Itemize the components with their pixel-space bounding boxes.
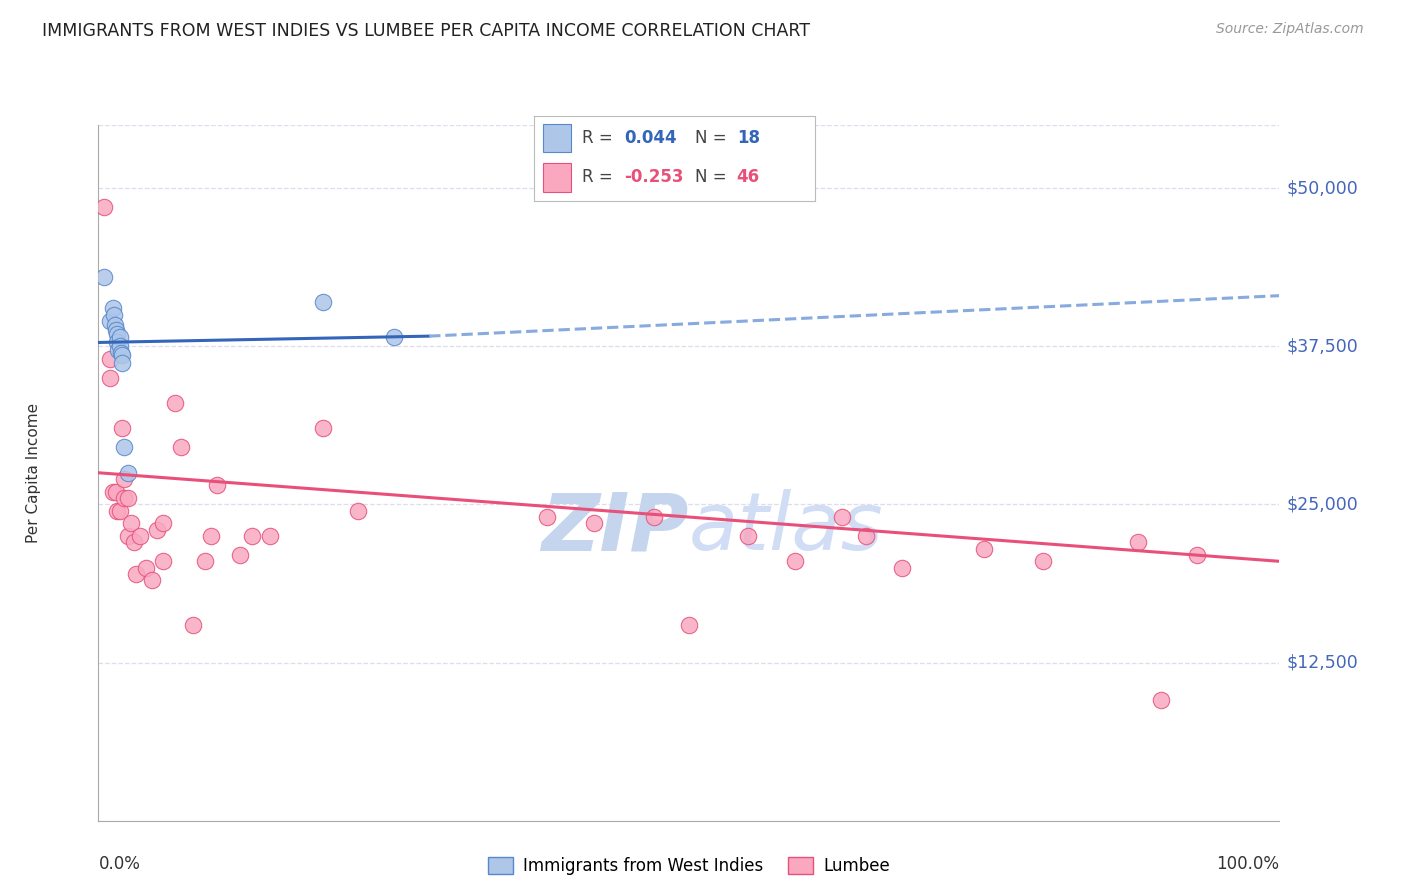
Text: R =: R = bbox=[582, 168, 613, 186]
Point bbox=[103, 308, 125, 322]
Point bbox=[128, 529, 150, 543]
Bar bbox=[543, 124, 571, 153]
Point bbox=[117, 491, 139, 505]
Point bbox=[1150, 693, 1173, 707]
Point bbox=[146, 523, 169, 537]
Point bbox=[105, 504, 128, 518]
Point bbox=[643, 510, 665, 524]
Point bbox=[117, 529, 139, 543]
Point bbox=[135, 560, 157, 574]
Text: N =: N = bbox=[695, 129, 725, 147]
Point bbox=[165, 396, 187, 410]
Point bbox=[125, 566, 148, 581]
Point bbox=[1126, 535, 1149, 549]
Point bbox=[1185, 548, 1208, 562]
Text: 0.044: 0.044 bbox=[624, 129, 676, 147]
Point bbox=[229, 548, 252, 562]
Text: -0.253: -0.253 bbox=[624, 168, 683, 186]
Point bbox=[152, 554, 174, 568]
Point bbox=[112, 472, 135, 486]
Point bbox=[1032, 554, 1054, 568]
Point bbox=[105, 484, 128, 499]
Text: Per Capita Income: Per Capita Income bbox=[25, 402, 41, 543]
Point bbox=[785, 554, 807, 568]
Text: $12,500: $12,500 bbox=[1286, 654, 1358, 672]
Text: IMMIGRANTS FROM WEST INDIES VS LUMBEE PER CAPITA INCOME CORRELATION CHART: IMMIGRANTS FROM WEST INDIES VS LUMBEE PE… bbox=[42, 22, 810, 40]
Point bbox=[205, 478, 228, 492]
Text: ZIP: ZIP bbox=[541, 490, 689, 567]
Text: 0.0%: 0.0% bbox=[98, 855, 141, 873]
Point bbox=[152, 516, 174, 531]
Text: Source: ZipAtlas.com: Source: ZipAtlas.com bbox=[1216, 22, 1364, 37]
Point bbox=[737, 529, 759, 543]
Point bbox=[141, 574, 163, 588]
Point bbox=[831, 510, 853, 524]
Point bbox=[583, 516, 606, 531]
Text: 46: 46 bbox=[737, 168, 759, 186]
Point bbox=[170, 441, 193, 455]
Point bbox=[111, 421, 134, 435]
Point bbox=[122, 535, 145, 549]
Text: $37,500: $37,500 bbox=[1286, 337, 1358, 355]
Point bbox=[181, 617, 204, 632]
Point bbox=[678, 617, 700, 632]
Text: $50,000: $50,000 bbox=[1286, 179, 1358, 197]
Point bbox=[110, 345, 132, 359]
Point bbox=[347, 504, 370, 518]
Legend: Immigrants from West Indies, Lumbee: Immigrants from West Indies, Lumbee bbox=[481, 850, 897, 882]
Bar bbox=[543, 163, 571, 192]
Text: R =: R = bbox=[582, 129, 613, 147]
Text: $25,000: $25,000 bbox=[1286, 495, 1358, 514]
Point bbox=[108, 330, 131, 344]
Point bbox=[312, 295, 335, 310]
Point bbox=[105, 323, 128, 337]
Point bbox=[98, 314, 121, 328]
Point bbox=[112, 491, 135, 505]
Point bbox=[98, 351, 121, 366]
Point bbox=[382, 330, 405, 344]
Point bbox=[101, 484, 124, 499]
Text: 100.0%: 100.0% bbox=[1216, 855, 1279, 873]
Point bbox=[108, 339, 131, 353]
Point bbox=[107, 343, 129, 357]
Point bbox=[536, 510, 558, 524]
Point bbox=[93, 269, 115, 284]
Point bbox=[890, 560, 912, 574]
Point bbox=[973, 541, 995, 556]
Point bbox=[194, 554, 217, 568]
Point bbox=[93, 200, 115, 214]
Point bbox=[108, 504, 131, 518]
Point bbox=[112, 441, 135, 455]
Point bbox=[105, 326, 128, 341]
Point bbox=[111, 348, 134, 362]
Point bbox=[240, 529, 263, 543]
Text: N =: N = bbox=[695, 168, 725, 186]
Point bbox=[98, 371, 121, 385]
Point bbox=[105, 335, 128, 350]
Point bbox=[104, 318, 127, 332]
Point bbox=[312, 421, 335, 435]
Text: 18: 18 bbox=[737, 129, 759, 147]
Text: atlas: atlas bbox=[689, 490, 884, 567]
Point bbox=[121, 516, 143, 531]
Point bbox=[101, 301, 124, 316]
Point bbox=[855, 529, 877, 543]
Point bbox=[111, 356, 134, 370]
Point bbox=[200, 529, 222, 543]
Point bbox=[117, 466, 139, 480]
Point bbox=[259, 529, 281, 543]
